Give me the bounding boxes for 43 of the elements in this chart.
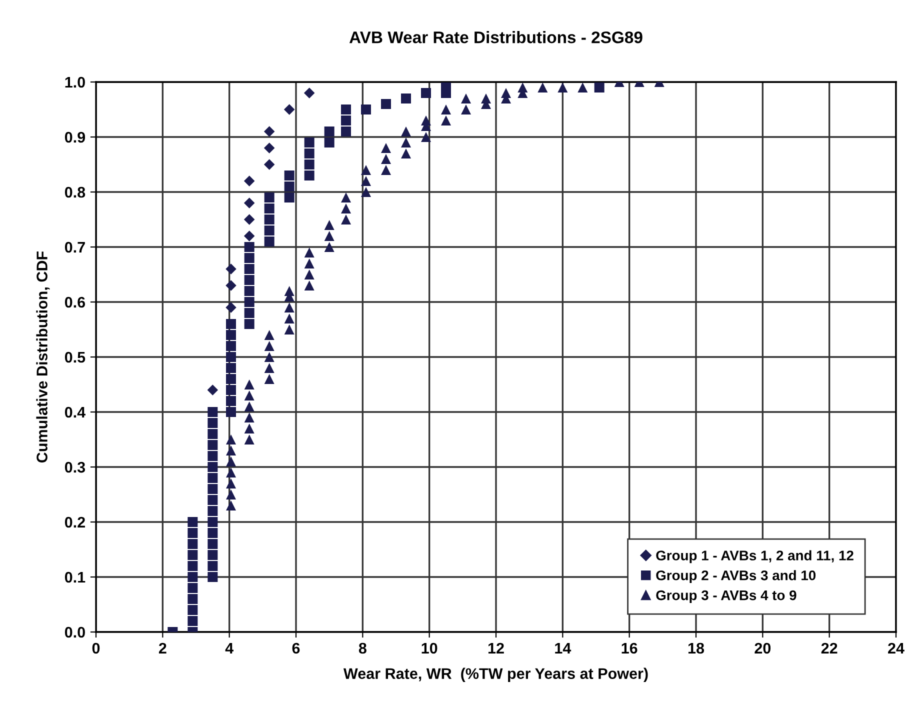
point <box>304 88 315 98</box>
point <box>284 104 295 115</box>
x-tick-label: 24 <box>888 642 904 654</box>
point <box>264 126 275 137</box>
x-tick-label: 16 <box>622 642 638 654</box>
chart-title: AVB Wear Rate Distributions - 2SG89 <box>349 31 642 44</box>
y-tick-label: 0.7 <box>64 242 85 253</box>
point <box>226 302 236 313</box>
legend-label: Group 3 - AVBs 4 to 9 <box>656 590 796 603</box>
point <box>264 142 275 154</box>
legend-label: Group 1 - AVBs 1, 2 and 11, 12 <box>656 550 854 564</box>
point <box>226 264 236 274</box>
x-tick-label: 10 <box>422 642 438 654</box>
y-tick-label: 0.1 <box>64 572 86 583</box>
x-tick-label: 8 <box>358 642 366 654</box>
point <box>244 198 255 208</box>
y-tick-label: 0.0 <box>64 626 85 638</box>
y-tick-label: 0.8 <box>64 186 86 198</box>
x-tick-label: 4 <box>225 642 234 654</box>
x-tick-label: 22 <box>821 642 838 654</box>
y-tick-label: 1.0 <box>65 76 85 88</box>
x-tick-label: 2 <box>158 642 166 654</box>
y-tick-label: 0.6 <box>64 296 86 308</box>
point <box>244 176 255 186</box>
x-tick-label: 20 <box>754 642 771 654</box>
legend-label: Group 2 - AVBs 3 and 10 <box>656 570 816 584</box>
y-tick-label: 0.4 <box>64 406 86 418</box>
y-tick-label: 0.2 <box>64 516 85 528</box>
x-tick-label: 0 <box>92 642 100 654</box>
y-axis-title: Cumulative Distribution, CDF <box>36 251 50 462</box>
x-tick-label: 12 <box>488 642 504 654</box>
y-tick-label: 0.5 <box>64 352 86 363</box>
point <box>244 230 255 242</box>
y-tick-label: 0.3 <box>64 462 86 473</box>
x-tick-label: 6 <box>292 642 300 654</box>
x-tick-label: 18 <box>688 642 704 654</box>
x-tick-label: 14 <box>555 642 572 654</box>
point <box>207 384 218 396</box>
point <box>244 214 255 225</box>
point <box>264 159 275 170</box>
x-axis-title: Wear Rate, WR (%TW per Years at Power) <box>343 668 648 682</box>
point <box>226 280 236 291</box>
y-tick-label: 0.9 <box>64 132 86 143</box>
